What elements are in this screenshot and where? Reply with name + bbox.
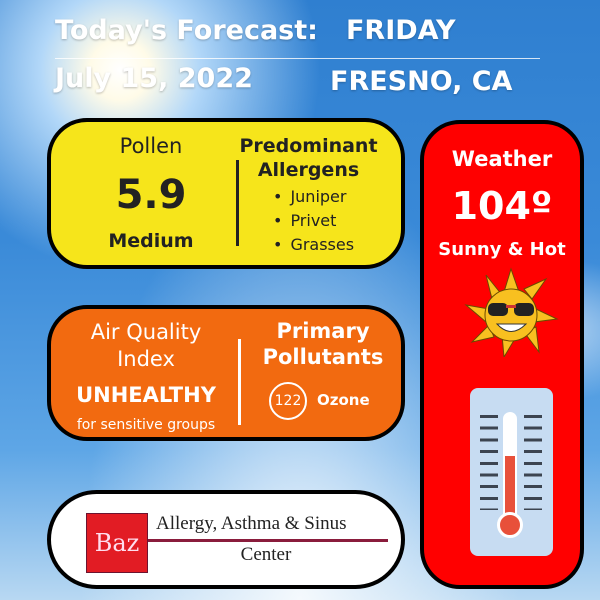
weather-panel: Weather 104º Sunny & Hot	[420, 120, 584, 589]
clinic-logo-panel: Baz Allergy, Asthma & Sinus Center	[47, 490, 405, 589]
allergen-item: Grasses	[273, 233, 354, 257]
pollutant-name: Ozone	[317, 391, 370, 409]
pollen-label: Pollen	[119, 134, 183, 158]
aqi-note: for sensitive groups	[76, 417, 216, 433]
logo-line2: Center	[240, 544, 292, 565]
thermometer-ticks-right	[524, 415, 542, 510]
thermometer-tube	[503, 412, 517, 522]
aqi-divider	[238, 339, 241, 425]
thermometer-fill	[505, 456, 515, 522]
pollutants-title: Primary Pollutants	[262, 319, 384, 369]
logo-line1: Allergy, Asthma & Sinus	[156, 513, 347, 534]
thermometer-ticks-left	[480, 415, 498, 510]
aqi-value-badge: 122	[269, 382, 307, 420]
weather-condition: Sunny & Hot	[438, 239, 566, 260]
sunny-sunglasses-icon	[464, 267, 559, 357]
temperature-value: 104º	[451, 184, 553, 228]
allergen-item: Juniper	[273, 185, 354, 209]
baz-logo-mark: Baz	[86, 513, 148, 573]
logo-rule	[148, 539, 388, 542]
forecast-title: Today's Forecast: FRIDAY	[55, 15, 456, 46]
pollen-divider	[236, 160, 239, 246]
thermometer-bulb	[497, 512, 523, 538]
allergens-title: Predominant Allergens	[239, 135, 378, 181]
aqi-status: UNHEALTHY	[76, 383, 216, 407]
pollen-value: 5.9	[115, 172, 187, 218]
aqi-label: Air Quality Index	[90, 320, 202, 371]
pollen-level: Medium	[108, 230, 194, 252]
forecast-location: FRESNO, CA	[330, 66, 513, 97]
air-quality-panel: Air Quality Index UNHEALTHY for sensitive…	[47, 305, 405, 441]
allergen-item: Privet	[273, 209, 354, 233]
weather-label: Weather	[451, 147, 553, 171]
forecast-date: July 15, 2022	[55, 63, 253, 94]
thermometer-icon	[470, 388, 553, 556]
header-divider	[55, 58, 540, 59]
allergen-list: Juniper Privet Grasses	[273, 185, 354, 257]
